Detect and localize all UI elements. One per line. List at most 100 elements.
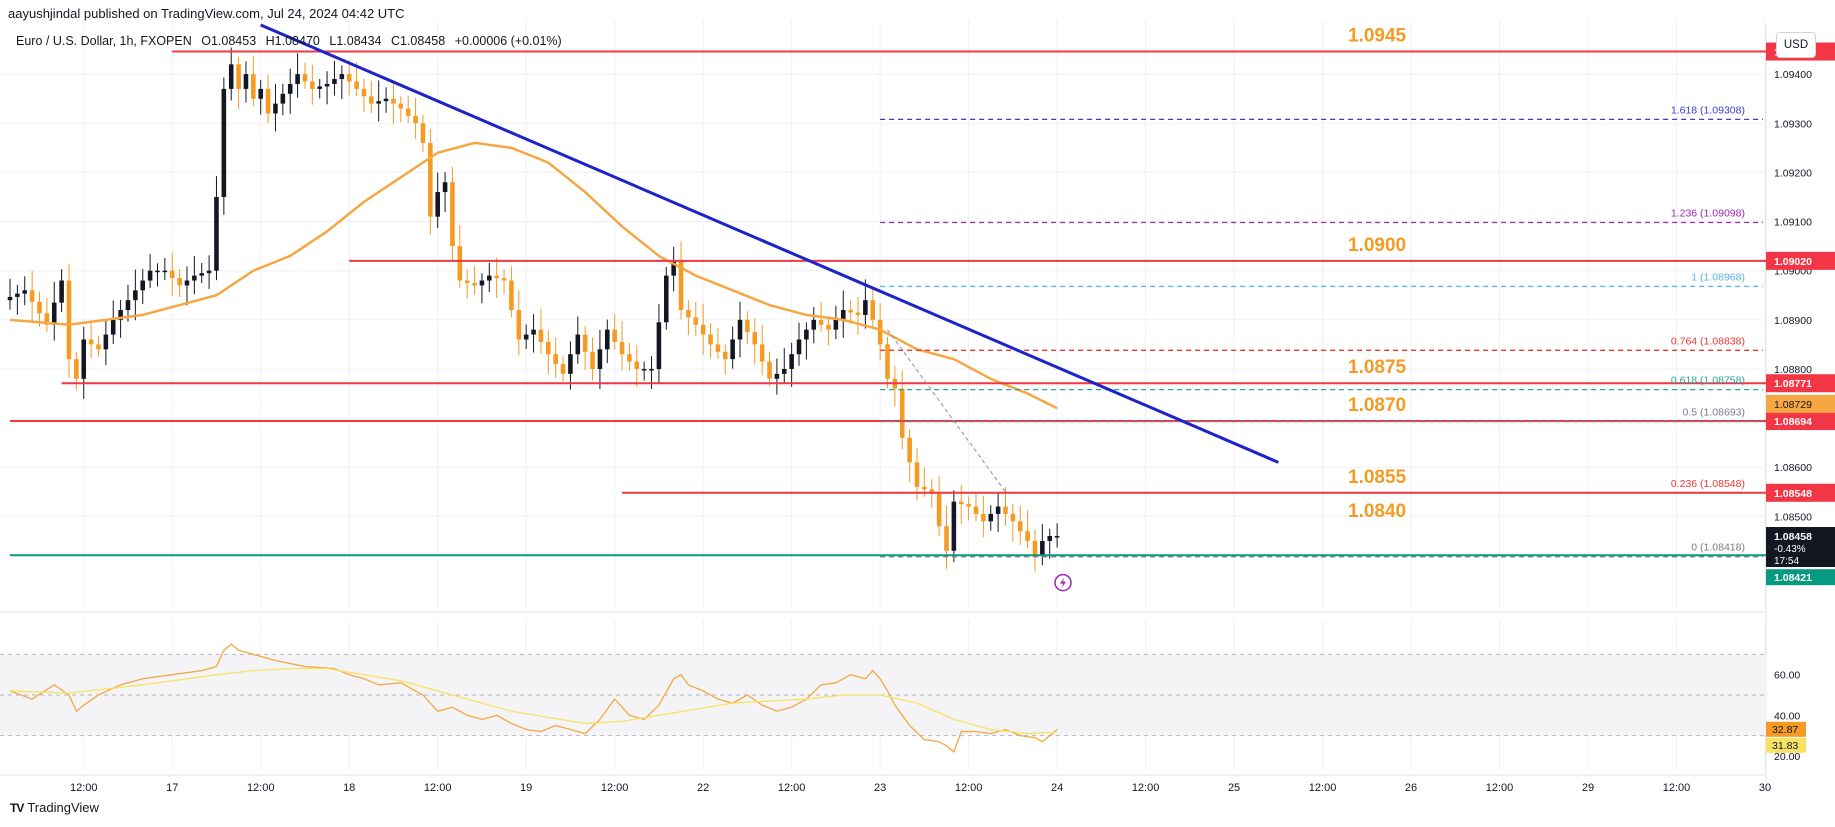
- candle[interactable]: [398, 96, 404, 123]
- candle[interactable]: [951, 490, 957, 563]
- candle[interactable]: [944, 505, 949, 569]
- candle[interactable]: [206, 255, 212, 289]
- candle[interactable]: [663, 266, 669, 330]
- candle[interactable]: [619, 321, 625, 371]
- rsi-line[interactable]: [9, 643, 1058, 753]
- tradingview-brand[interactable]: TV TradingView: [10, 800, 99, 815]
- candle[interactable]: [133, 269, 138, 321]
- candle[interactable]: [546, 330, 551, 375]
- candle[interactable]: [1040, 524, 1045, 566]
- candle[interactable]: [958, 484, 964, 525]
- candle[interactable]: [722, 344, 728, 375]
- candle[interactable]: [420, 114, 426, 153]
- candle[interactable]: [66, 263, 72, 378]
- candle[interactable]: [464, 269, 470, 299]
- candle[interactable]: [501, 269, 507, 295]
- candle[interactable]: [479, 273, 485, 304]
- candle[interactable]: [1010, 503, 1016, 542]
- candle[interactable]: [361, 78, 367, 113]
- candle[interactable]: [140, 269, 146, 305]
- candle[interactable]: [81, 326, 87, 399]
- candle[interactable]: [597, 329, 603, 389]
- candle[interactable]: [885, 337, 890, 389]
- candle[interactable]: [804, 322, 809, 360]
- candle[interactable]: [1047, 528, 1053, 559]
- rsi-ma-line[interactable]: [9, 667, 1058, 735]
- candle[interactable]: [287, 68, 293, 114]
- candle[interactable]: [339, 65, 345, 100]
- candle[interactable]: [605, 319, 610, 363]
- candle[interactable]: [774, 358, 780, 395]
- candle[interactable]: [1032, 529, 1038, 572]
- candle[interactable]: [848, 299, 853, 325]
- candle[interactable]: [280, 83, 286, 116]
- candle[interactable]: [125, 284, 131, 322]
- candle[interactable]: [332, 60, 337, 96]
- candle[interactable]: [855, 297, 861, 335]
- candle[interactable]: [988, 505, 994, 531]
- candle[interactable]: [656, 304, 662, 383]
- candle[interactable]: [346, 60, 352, 96]
- candle[interactable]: [995, 492, 1001, 532]
- candle[interactable]: [487, 262, 492, 293]
- candle[interactable]: [936, 476, 942, 536]
- candle[interactable]: [811, 307, 817, 344]
- candle[interactable]: [538, 308, 544, 354]
- candle[interactable]: [228, 47, 234, 101]
- candle[interactable]: [214, 176, 219, 281]
- candle[interactable]: [907, 429, 912, 483]
- candle[interactable]: [737, 301, 743, 358]
- candle[interactable]: [110, 300, 116, 345]
- candle[interactable]: [472, 266, 477, 295]
- candle[interactable]: [103, 320, 109, 366]
- candle[interactable]: [383, 87, 389, 113]
- candle[interactable]: [155, 263, 160, 287]
- candle[interactable]: [516, 290, 522, 356]
- candle[interactable]: [369, 80, 374, 114]
- candle[interactable]: [59, 269, 64, 313]
- candle[interactable]: [870, 288, 876, 328]
- candle[interactable]: [88, 321, 94, 359]
- candle[interactable]: [730, 326, 735, 369]
- candle[interactable]: [826, 316, 831, 346]
- candle[interactable]: [310, 64, 315, 105]
- candle[interactable]: [442, 172, 448, 213]
- candle[interactable]: [634, 344, 640, 387]
- candle[interactable]: [590, 337, 595, 381]
- candle[interactable]: [391, 81, 396, 124]
- candle[interactable]: [863, 279, 868, 329]
- candle[interactable]: [317, 79, 322, 99]
- candle[interactable]: [22, 276, 28, 306]
- candle[interactable]: [767, 351, 772, 387]
- candle[interactable]: [612, 314, 617, 350]
- candle[interactable]: [405, 95, 411, 124]
- candle[interactable]: [759, 324, 765, 376]
- candle[interactable]: [147, 253, 153, 288]
- candle[interactable]: [169, 252, 175, 296]
- candle[interactable]: [553, 337, 558, 378]
- candle[interactable]: [450, 166, 455, 260]
- candle[interactable]: [251, 56, 256, 107]
- candle[interactable]: [177, 269, 182, 298]
- candle[interactable]: [96, 335, 101, 357]
- candle[interactable]: [523, 324, 529, 349]
- candle[interactable]: [295, 53, 300, 98]
- candle[interactable]: [494, 257, 499, 299]
- candle[interactable]: [29, 270, 35, 322]
- candle[interactable]: [413, 97, 418, 140]
- candle[interactable]: [258, 80, 264, 115]
- candle[interactable]: [236, 56, 241, 109]
- candle[interactable]: [981, 495, 986, 538]
- candle[interactable]: [796, 322, 802, 366]
- candle[interactable]: [568, 341, 573, 390]
- candle[interactable]: [1025, 510, 1030, 549]
- candle[interactable]: [560, 356, 566, 382]
- candle[interactable]: [678, 241, 684, 320]
- candle[interactable]: [840, 290, 846, 338]
- candle[interactable]: [15, 284, 20, 315]
- candle[interactable]: [966, 496, 971, 521]
- candle[interactable]: [435, 172, 440, 229]
- candle[interactable]: [582, 325, 588, 370]
- candle[interactable]: [745, 311, 750, 344]
